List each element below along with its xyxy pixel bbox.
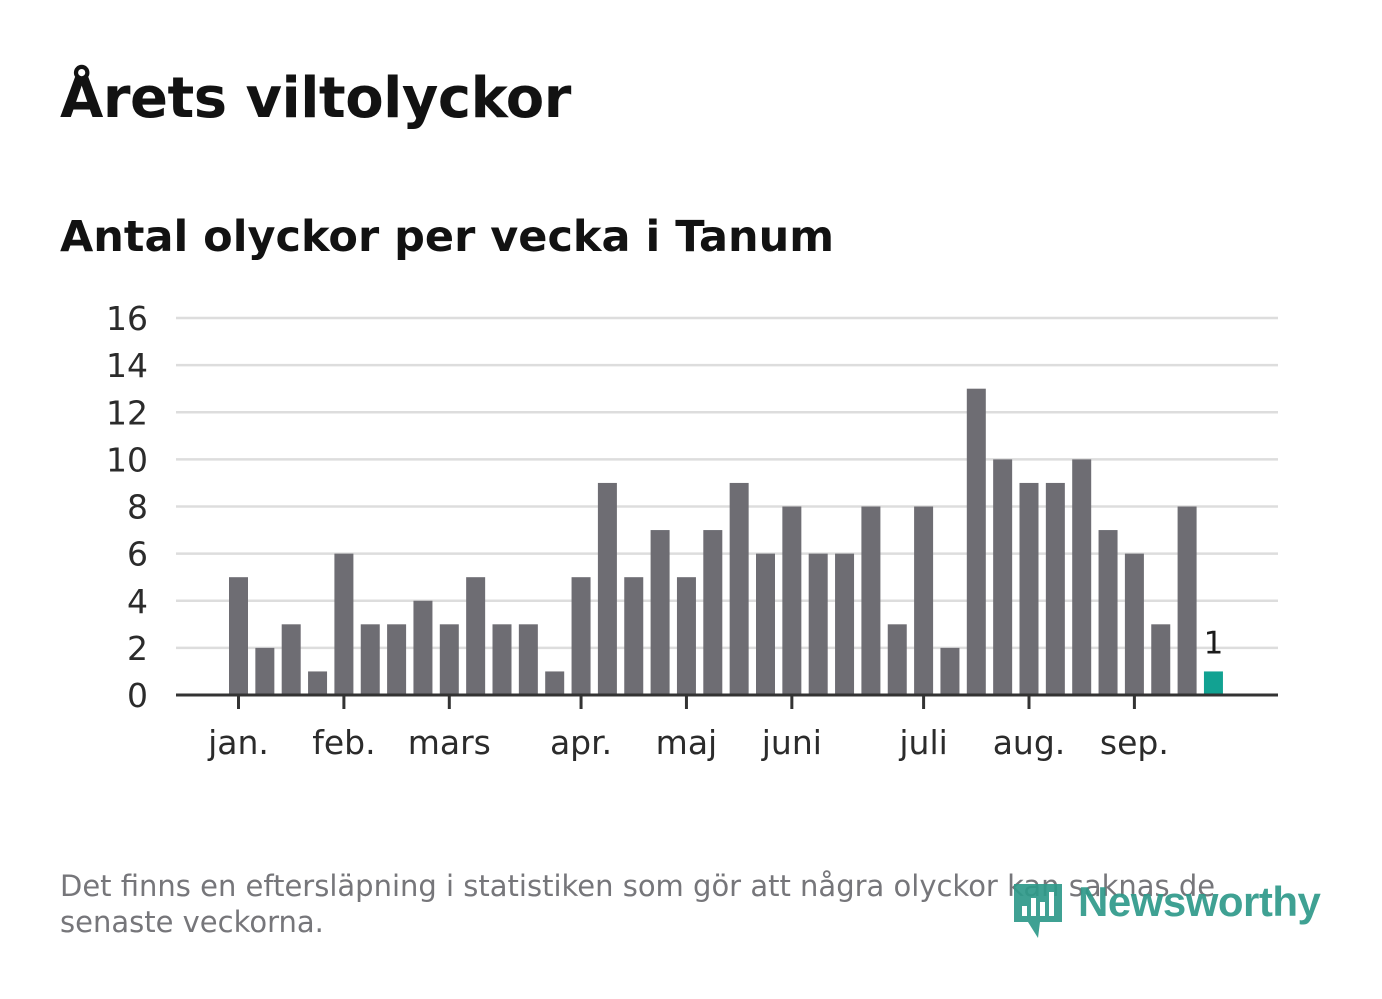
y-tick-label: 4 <box>127 582 148 621</box>
bar <box>1072 459 1092 695</box>
bar <box>835 553 855 695</box>
bar <box>439 624 459 695</box>
bar <box>993 459 1013 695</box>
x-tick-label: mars <box>408 723 491 762</box>
bar <box>334 553 354 695</box>
bar <box>1151 624 1171 695</box>
data-labels: 1 <box>1204 625 1224 661</box>
x-tick-label: juni <box>761 723 822 762</box>
bar <box>1124 553 1144 695</box>
gridlines <box>176 316 1278 650</box>
x-tick-label: juli <box>898 723 947 762</box>
bar-highlight <box>1203 671 1223 695</box>
bar <box>782 506 802 695</box>
bar <box>729 482 749 695</box>
y-tick-label: 8 <box>127 488 148 527</box>
y-tick-label: 14 <box>106 346 148 385</box>
y-tick-label: 16 <box>106 299 148 338</box>
bar <box>229 577 248 695</box>
bar <box>1045 482 1065 695</box>
bar <box>255 647 275 695</box>
bar <box>624 577 644 695</box>
last-value-label: 1 <box>1204 625 1224 661</box>
bar <box>281 624 301 695</box>
bar <box>1098 530 1118 695</box>
bars <box>229 388 1223 695</box>
bar <box>1177 506 1197 695</box>
bar <box>466 577 486 695</box>
x-tick-label: aug. <box>993 723 1066 762</box>
y-tick-label: 10 <box>106 440 148 479</box>
bar <box>756 553 775 695</box>
page-title: Årets viltolyckor <box>60 66 571 131</box>
brand-name: Newsworthy <box>1078 878 1321 925</box>
bar <box>914 506 934 695</box>
bar <box>703 530 723 695</box>
bar <box>387 624 407 695</box>
bar <box>571 577 591 695</box>
bar <box>545 671 565 695</box>
newsworthy-logo: Newsworthy <box>1010 876 1321 942</box>
x-tick-label: sep. <box>1100 723 1169 762</box>
bar <box>966 388 986 695</box>
bar <box>308 671 328 695</box>
y-axis-ticks: 0 2 4 6 8 10 12 14 16 <box>106 299 148 715</box>
y-tick-label: 6 <box>127 535 148 574</box>
bar <box>940 647 960 695</box>
bar <box>413 600 433 695</box>
bar <box>1019 482 1039 695</box>
newsworthy-logo-icon <box>1014 884 1062 938</box>
bar <box>650 530 670 695</box>
chart-subtitle: Antal olyckor per vecka i Tanum <box>60 212 835 262</box>
bar <box>808 553 828 695</box>
bar <box>861 506 881 695</box>
bar <box>597 482 617 695</box>
bar <box>518 624 538 695</box>
y-tick-label: 2 <box>127 629 148 668</box>
x-tick-label: apr. <box>550 723 612 762</box>
y-tick-label: 0 <box>127 676 148 715</box>
y-tick-label: 12 <box>106 393 148 432</box>
bar <box>360 624 380 695</box>
bar <box>676 577 696 695</box>
bar <box>887 624 907 695</box>
x-tick-label: feb. <box>312 723 375 762</box>
x-axis-ticks: jan. feb. mars apr. maj juni juli aug. sep. <box>207 695 1169 762</box>
x-tick-label: maj <box>656 723 718 762</box>
bar <box>492 624 512 695</box>
x-tick-label: jan. <box>207 723 269 762</box>
